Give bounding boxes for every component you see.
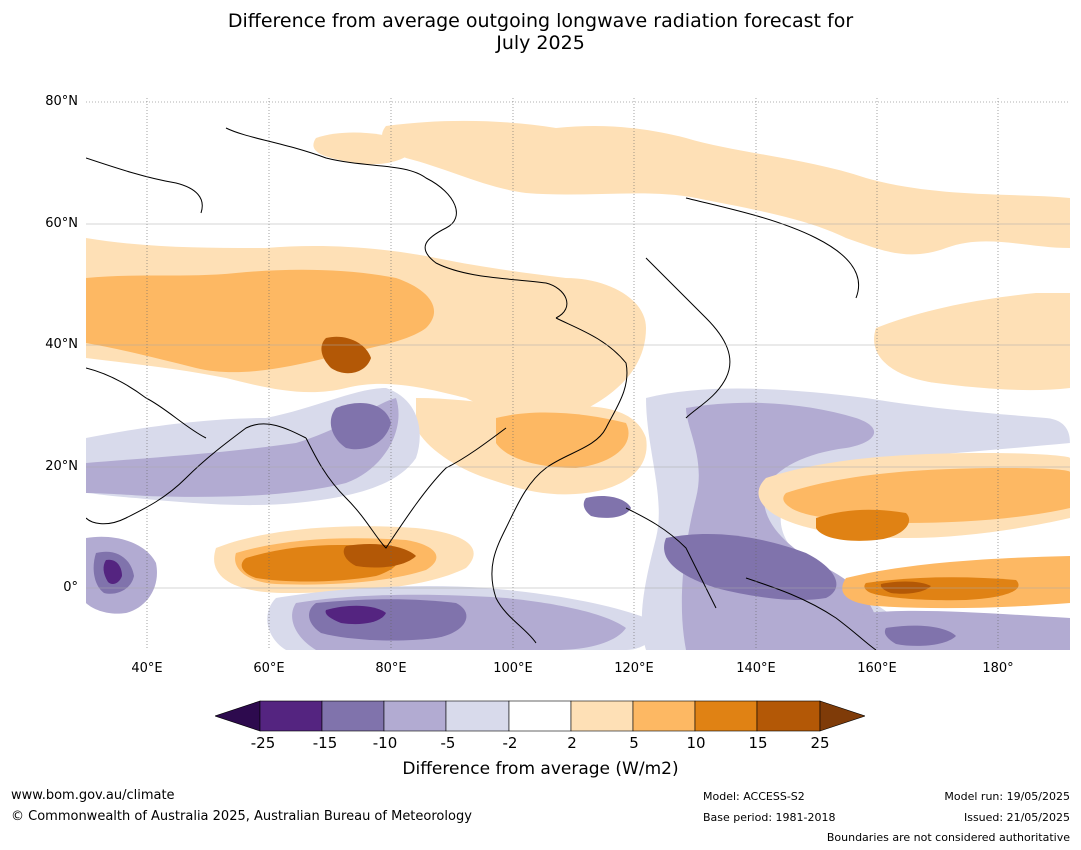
anomaly-east-africa-peak <box>103 559 122 584</box>
anomaly-maritime-core <box>664 533 837 600</box>
anomaly-himalaya-core <box>321 336 371 374</box>
footer-issued: Issued: 21/05/2025 <box>963 811 1070 824</box>
colorbar-swatch-6 <box>570 700 634 732</box>
colorbar-swatch-1 <box>259 700 323 732</box>
footer-model: Model: ACCESS-S2 <box>703 790 805 803</box>
anomaly-south-pacific-purple <box>844 610 1070 650</box>
anomaly-north-europe <box>313 132 416 165</box>
lat-label-80n: 80°N <box>45 94 78 109</box>
colorbar-over-arrow <box>819 700 865 732</box>
lon-label-100e: 100°E <box>493 661 533 676</box>
map-svg <box>86 98 1070 650</box>
anomaly-china-core <box>496 412 629 468</box>
colorbar-under-arrow <box>215 700 261 732</box>
colorbar-tick: 5 <box>629 734 639 752</box>
title-line-2: July 2025 <box>496 32 585 54</box>
anomaly-eq-indian-peak <box>325 605 386 625</box>
graticule <box>86 98 1070 650</box>
anomaly-arabia-mid <box>86 398 399 497</box>
anomaly-siberia <box>382 120 1070 255</box>
colorbar-swatch-8 <box>694 700 758 732</box>
colorbar-tick: -10 <box>372 734 398 752</box>
anomaly-pacific-warm-north-core <box>816 509 910 541</box>
colorbar-swatch-7 <box>632 700 696 732</box>
colorbar-label: Difference from average (W/m2) <box>402 759 679 779</box>
anomaly-india-core <box>330 403 391 450</box>
lat-label-40n: 40°N <box>45 337 78 352</box>
anomaly-eq-indian-core <box>309 599 467 641</box>
anomaly-philippines-core <box>583 496 631 518</box>
anomaly-pacific-warm-north-mid <box>783 468 1070 523</box>
colorbar-tick: 10 <box>686 734 706 752</box>
colorbar-swatch-2 <box>321 700 385 732</box>
anomaly-north-pacific <box>874 293 1070 391</box>
lon-label-160e: 160°E <box>857 661 897 676</box>
colorbar-tick: -5 <box>440 734 456 752</box>
footer-url[interactable]: www.bom.gov.au/climate <box>11 788 175 803</box>
lon-label-80e: 80°E <box>375 661 407 676</box>
lat-label-60n: 60°N <box>45 216 78 231</box>
anomaly-south-pacific-core <box>884 625 956 646</box>
colorbar-tick: -25 <box>250 734 276 752</box>
title-line-1: Difference from average outgoing longwav… <box>227 10 854 32</box>
coastlines <box>86 127 877 650</box>
colorbar-tick: 2 <box>567 734 577 752</box>
lon-label-120e: 120°E <box>614 661 654 676</box>
footer-model-run: Model run: 19/05/2025 <box>944 790 1070 803</box>
colorbar-swatch-9 <box>756 700 821 732</box>
anomaly-indian-ocean-peak <box>343 544 416 568</box>
colorbar <box>215 700 865 732</box>
footer-base-period: Base period: 1981-2018 <box>703 811 836 824</box>
lat-gridlines <box>86 223 1070 589</box>
colorbar-tick: -2 <box>502 734 518 752</box>
colorbar-swatch-3 <box>383 700 447 732</box>
footer-disclaimer: Boundaries are not considered authoritat… <box>826 831 1070 844</box>
colorbar-swatch-4 <box>445 700 510 732</box>
chart-title: Difference from average outgoing longwav… <box>0 10 1081 54</box>
lat-label-0: 0° <box>63 580 78 595</box>
anomaly-pacific-warm-south-peak <box>880 581 931 594</box>
map-panel <box>86 98 1070 650</box>
lat-label-20n: 20°N <box>45 459 78 474</box>
lon-label-40e: 40°E <box>131 661 163 676</box>
lon-label-180: 180° <box>982 661 1014 676</box>
lon-label-140e: 140°E <box>736 661 776 676</box>
colorbar-tick: -15 <box>312 734 338 752</box>
lon-label-60e: 60°E <box>253 661 285 676</box>
footer-copyright: © Commonwealth of Australia 2025, Austra… <box>11 809 472 824</box>
colorbar-swatch-5 <box>508 700 572 732</box>
colorbar-tick: 25 <box>810 734 830 752</box>
colorbar-tick: 15 <box>748 734 768 752</box>
